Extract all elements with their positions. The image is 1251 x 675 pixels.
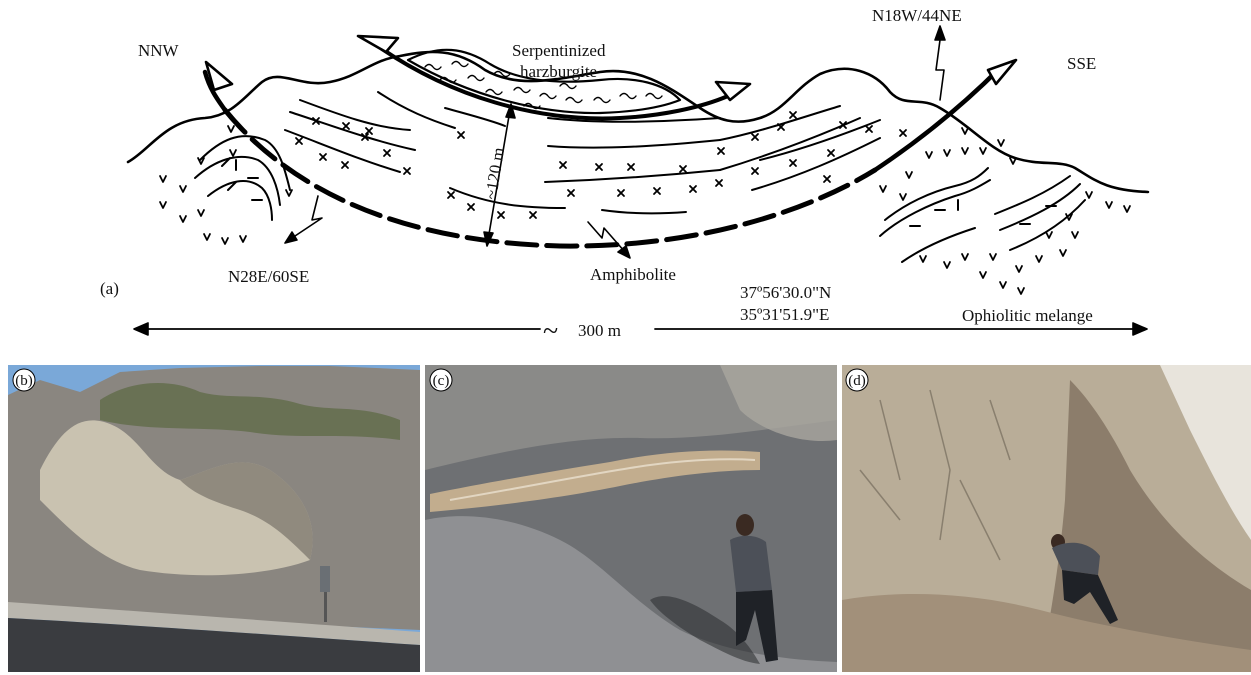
photo-b-vegetation (100, 382, 400, 440)
photo-b-road-shoulder (8, 602, 420, 645)
photo-b-outcrop-shadow (180, 462, 313, 560)
photo-d-light-sky (1160, 365, 1251, 540)
coordinate-longitude: 35º31'51.9"E (740, 305, 829, 324)
amphibolite-layers (284, 91, 881, 215)
photo-b-label: (b) (15, 373, 33, 389)
attitude-arrow-top (935, 39, 945, 101)
attitude-label-left: N28E/60SE (228, 267, 309, 286)
attitude-arrow-left (291, 195, 323, 239)
melange-label: Ophiolitic melange (962, 306, 1093, 325)
panel-a-label: (a) (100, 279, 119, 298)
photo-c-light-rock (720, 365, 837, 441)
basal-thrust-solid-right (872, 65, 1003, 173)
photo-d-label-badge (845, 368, 869, 392)
photo-c-layered-band (430, 450, 760, 512)
photo-d (842, 365, 1251, 672)
scale-length-label: 300 m (578, 321, 621, 340)
attitude-arrow-top-head (934, 25, 946, 41)
photo-b (8, 365, 420, 672)
attitude-arrow-left-head (284, 231, 298, 244)
basal-thrust-fault (222, 107, 878, 249)
amphibolite-arrow-head (617, 245, 631, 259)
thickness-arrow-head-top (505, 103, 516, 119)
photo-c-label-badge (429, 368, 453, 392)
melange-blocks-right (879, 167, 1086, 263)
thickness-label: ~120 m (481, 146, 508, 201)
upper-thrust-barb-right (714, 80, 752, 102)
scale-arrow-right-head (1132, 322, 1148, 336)
amphibolite-label: Amphibolite (590, 265, 676, 284)
photo-b-sign-post (324, 572, 327, 622)
thickness-arrow-head-bottom (483, 231, 494, 247)
coordinate-latitude: 37º56'30.0"N (740, 283, 831, 302)
amphibolite-cross-symbols (295, 111, 907, 219)
photo-c-label: (c) (433, 373, 450, 389)
thickness-arrow-line (487, 109, 511, 241)
panel-a-labels: (a) NNW SSE Serpentinized harzburgite N1… (100, 6, 1096, 347)
photo-b-outcrop (40, 420, 313, 576)
photo-b-sign (320, 566, 330, 592)
direction-sse: SSE (1067, 54, 1096, 73)
photo-d-fractures (859, 389, 1011, 561)
attitude-label-top: N18W/44NE (872, 6, 962, 25)
photo-c-shadow (650, 596, 760, 664)
photo-c-person (730, 514, 778, 662)
melange-v-symbols (159, 125, 1131, 295)
harzburgite-label-line1: Serpentinized (512, 41, 606, 60)
photo-d-person (1051, 534, 1118, 624)
basal-thrust-barb-left (204, 60, 234, 92)
photo-c-band-stripe (449, 458, 756, 501)
upper-thrust-barb-left (356, 34, 400, 54)
photo-labels: (b) (c) (d) (12, 368, 869, 392)
basal-thrust-barb-right (986, 58, 1018, 86)
basal-thrust-solid-left (202, 69, 228, 113)
amphibolite-arrow (587, 221, 626, 253)
scale-tilde: ~ (543, 316, 558, 347)
upper-thrust-fault (370, 40, 730, 121)
direction-nnw: NNW (138, 41, 180, 60)
photo-d-shaded-face (1040, 380, 1251, 672)
harzburgite-label-line2: harzburgite (520, 62, 597, 81)
melange-blocks-left (194, 135, 291, 221)
photo-b-label-badge (12, 368, 36, 392)
photo-d-label: (d) (848, 373, 866, 389)
scale-arrow-left-head (133, 322, 149, 336)
serpentinite-symbols (424, 60, 663, 110)
photo-c (425, 365, 837, 672)
photo-b-road (8, 618, 420, 672)
topographic-profile (126, 50, 1150, 194)
photo-c-scree (425, 516, 837, 672)
photo-d-ground (842, 594, 1251, 672)
cross-section-diagram (126, 25, 1150, 336)
